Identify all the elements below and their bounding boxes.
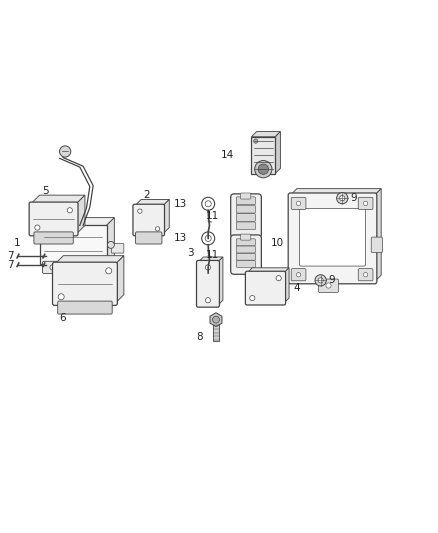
FancyBboxPatch shape: [236, 222, 255, 230]
Text: 6: 6: [59, 313, 66, 324]
Circle shape: [35, 225, 40, 230]
FancyBboxPatch shape: [318, 279, 339, 293]
FancyBboxPatch shape: [236, 214, 255, 221]
Circle shape: [337, 192, 348, 204]
FancyBboxPatch shape: [29, 202, 78, 236]
Polygon shape: [106, 217, 114, 264]
Text: 8: 8: [196, 332, 203, 342]
FancyBboxPatch shape: [358, 197, 373, 209]
Circle shape: [205, 236, 211, 241]
Text: 10: 10: [271, 238, 284, 248]
Text: 9: 9: [350, 193, 357, 203]
Circle shape: [364, 201, 368, 206]
Circle shape: [250, 295, 255, 301]
FancyBboxPatch shape: [236, 246, 255, 253]
Text: 13: 13: [174, 233, 187, 244]
FancyBboxPatch shape: [240, 193, 251, 199]
Polygon shape: [39, 225, 106, 264]
FancyBboxPatch shape: [53, 262, 117, 305]
FancyBboxPatch shape: [288, 193, 377, 284]
Circle shape: [67, 208, 72, 213]
Text: 11: 11: [206, 249, 219, 260]
FancyBboxPatch shape: [34, 232, 73, 244]
Bar: [213, 324, 219, 341]
FancyBboxPatch shape: [58, 301, 112, 314]
FancyBboxPatch shape: [236, 253, 255, 260]
Circle shape: [50, 265, 55, 270]
FancyBboxPatch shape: [245, 271, 286, 305]
FancyBboxPatch shape: [133, 204, 165, 236]
Circle shape: [297, 272, 301, 277]
Text: 7: 7: [7, 260, 14, 270]
Circle shape: [258, 164, 268, 174]
Circle shape: [276, 276, 281, 281]
Circle shape: [205, 201, 211, 207]
FancyBboxPatch shape: [240, 234, 251, 240]
Circle shape: [60, 146, 71, 157]
Circle shape: [107, 241, 114, 248]
Polygon shape: [115, 256, 124, 303]
Circle shape: [138, 209, 142, 213]
Polygon shape: [275, 132, 280, 174]
Text: 5: 5: [42, 186, 48, 196]
Text: 11: 11: [206, 211, 219, 221]
Polygon shape: [284, 268, 289, 303]
FancyBboxPatch shape: [111, 244, 124, 253]
Polygon shape: [374, 189, 381, 281]
Circle shape: [364, 272, 368, 277]
FancyBboxPatch shape: [197, 261, 219, 307]
Polygon shape: [39, 217, 114, 225]
Circle shape: [326, 283, 331, 288]
Polygon shape: [290, 189, 381, 195]
Circle shape: [315, 274, 326, 286]
Circle shape: [318, 278, 323, 283]
FancyBboxPatch shape: [371, 237, 382, 253]
Circle shape: [205, 297, 211, 303]
FancyBboxPatch shape: [231, 235, 261, 274]
FancyBboxPatch shape: [236, 261, 255, 268]
Polygon shape: [198, 257, 223, 262]
Circle shape: [58, 294, 64, 300]
Circle shape: [155, 227, 160, 231]
Polygon shape: [163, 199, 169, 234]
Polygon shape: [134, 199, 169, 206]
Text: 1: 1: [14, 238, 20, 248]
Polygon shape: [247, 268, 289, 273]
FancyBboxPatch shape: [135, 232, 162, 244]
Text: 13: 13: [174, 199, 187, 209]
Text: 9: 9: [328, 276, 335, 285]
Circle shape: [254, 139, 258, 143]
Circle shape: [212, 316, 219, 323]
FancyBboxPatch shape: [291, 269, 306, 281]
Polygon shape: [55, 256, 124, 264]
FancyBboxPatch shape: [291, 197, 306, 209]
Circle shape: [254, 160, 272, 178]
Text: 2: 2: [143, 190, 150, 200]
Text: 3: 3: [187, 248, 194, 257]
Text: 7: 7: [7, 251, 14, 261]
Polygon shape: [251, 132, 280, 137]
Text: 14: 14: [221, 150, 234, 160]
Polygon shape: [31, 195, 85, 204]
Circle shape: [339, 196, 345, 201]
Circle shape: [106, 268, 112, 274]
FancyBboxPatch shape: [236, 205, 255, 213]
FancyBboxPatch shape: [300, 208, 366, 266]
Polygon shape: [76, 195, 85, 234]
Polygon shape: [210, 313, 222, 327]
Polygon shape: [251, 137, 275, 174]
Polygon shape: [218, 257, 223, 305]
Circle shape: [297, 201, 301, 206]
Circle shape: [205, 265, 211, 270]
FancyBboxPatch shape: [358, 269, 373, 281]
FancyBboxPatch shape: [42, 261, 63, 273]
FancyBboxPatch shape: [236, 197, 255, 205]
Text: 4: 4: [293, 283, 300, 293]
FancyBboxPatch shape: [231, 194, 261, 238]
FancyBboxPatch shape: [236, 239, 255, 246]
